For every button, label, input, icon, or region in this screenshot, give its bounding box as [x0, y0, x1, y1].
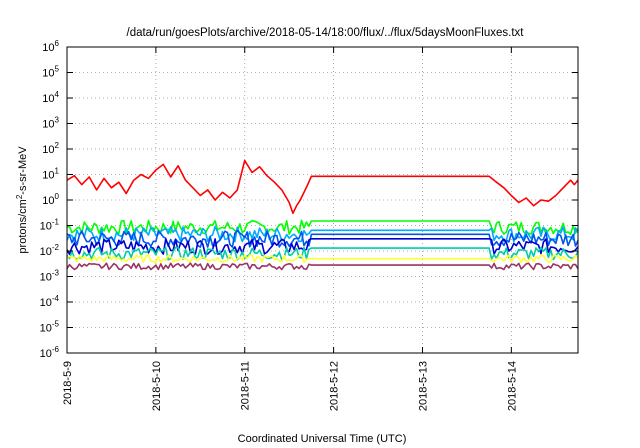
- x-axis-label: Coordinated Universal Time (UTC): [238, 433, 407, 445]
- y-tick-label: 10-1: [40, 218, 60, 233]
- y-tick-base: 10: [42, 119, 54, 131]
- y-tick-exponent: -1: [52, 218, 60, 227]
- y-tick-label: 10-5: [40, 320, 60, 335]
- y-tick-label: 106: [42, 39, 59, 54]
- y-tick-base: 10: [42, 68, 54, 80]
- y-axis-label-main: protons/cm: [17, 199, 29, 253]
- y-tick-base: 10: [42, 144, 54, 156]
- y-tick-label: 104: [42, 90, 59, 105]
- y-axis-label-tail: -s-sr-MeV: [17, 146, 29, 195]
- series-group: [66, 159, 579, 271]
- y-tick-label: 101: [42, 167, 59, 182]
- x-tick-label: 2018-5-9: [62, 361, 74, 405]
- y-tick-label: 103: [42, 116, 59, 131]
- y-tick-base: 10: [40, 323, 52, 335]
- y-tick-exponent: 0: [55, 192, 60, 201]
- series-line: [66, 238, 579, 255]
- series-line: [66, 219, 579, 236]
- y-tick-exponent: 3: [55, 116, 60, 125]
- x-tick-label: 2018-5-10: [151, 361, 163, 411]
- y-tick-base: 10: [40, 272, 52, 284]
- y-tick-exponent: 5: [55, 65, 60, 74]
- x-tick-labels: 2018-5-9 2018-5-10 2018-5-11 2018-5-12 2018-…: [62, 47, 518, 411]
- x-tick-label: 2018-5-11: [240, 361, 252, 410]
- y-tick-label: 10-3: [40, 269, 60, 284]
- y-tick-label: 10-2: [40, 243, 60, 258]
- y-tick-exponent: 1: [55, 167, 60, 176]
- y-axis-label: protons/cm2-s-sr-MeV: [15, 146, 29, 254]
- series-line: [66, 262, 579, 271]
- x-tick-label: 2018-5-12: [329, 361, 341, 411]
- y-tick-exponent: 2: [55, 141, 60, 150]
- grid: [67, 47, 578, 353]
- x-tick-label: 2018-5-13: [417, 361, 429, 411]
- y-tick-base: 10: [42, 42, 54, 54]
- y-tick-exponent: 6: [55, 39, 60, 48]
- y-tick-label: 105: [42, 65, 59, 80]
- y-tick-base: 10: [40, 348, 52, 360]
- y-tick-label: 10-6: [40, 345, 60, 360]
- series-line: [66, 229, 579, 248]
- series-line: [66, 159, 579, 215]
- y-tick-exponent: -4: [52, 294, 60, 303]
- y-tick-base: 10: [42, 170, 54, 182]
- y-tick-exponent: -3: [52, 269, 60, 278]
- x-tick-label: 2018-5-14: [506, 361, 518, 411]
- y-tick-exponent: 4: [55, 90, 60, 99]
- y-tick-base: 10: [40, 246, 52, 258]
- y-tick-exponent: -2: [52, 243, 60, 252]
- y-tick-base: 10: [40, 297, 52, 309]
- y-tick-exponent: -5: [52, 320, 60, 329]
- series-line: [66, 246, 579, 261]
- y-tick-label: 10-4: [40, 294, 60, 309]
- chart-title: /data/run/goesPlots/archive/2018-05-14/1…: [127, 27, 525, 39]
- y-tick-base: 10: [42, 93, 54, 105]
- y-tick-base: 10: [42, 195, 54, 207]
- y-tick-labels: 10-610-510-410-310-210-11001011021031041…: [40, 39, 578, 360]
- y-tick-label: 102: [42, 141, 59, 156]
- y-tick-base: 10: [40, 221, 52, 233]
- y-tick-exponent: -6: [52, 345, 60, 354]
- series-line: [66, 254, 579, 264]
- y-tick-label: 100: [42, 192, 59, 207]
- y-axis-label-sup: 2: [15, 194, 24, 199]
